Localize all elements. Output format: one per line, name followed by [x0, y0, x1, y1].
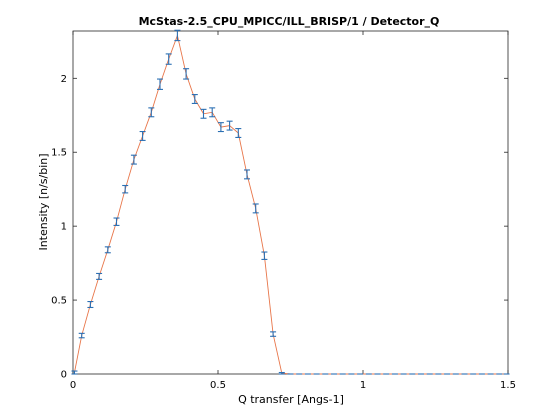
data-point	[113, 217, 120, 226]
y-tick-label: 0.5	[51, 296, 67, 307]
data-point	[191, 94, 198, 104]
y-tick-label: 0	[61, 370, 67, 381]
series-layer	[71, 29, 510, 375]
data-point	[252, 203, 259, 214]
data-point	[157, 78, 163, 90]
data-point	[244, 169, 250, 180]
y-axis-label: Intensity [n/s/bin]	[37, 153, 50, 250]
data-point	[130, 154, 137, 165]
y-tick-label: 2	[61, 74, 67, 85]
y-tick-label: 1.5	[51, 148, 67, 159]
x-axis-label: Q transfer [Angs-1]	[238, 393, 344, 406]
data-point	[78, 332, 85, 339]
data-point	[200, 108, 207, 119]
data-point	[270, 331, 277, 337]
data-point	[183, 68, 190, 80]
data-point	[87, 301, 94, 309]
data-point	[226, 120, 233, 131]
data-point	[209, 107, 216, 118]
data-point	[165, 53, 172, 65]
chart-title: McStas-2.5_CPU_MPICC/ILL_BRISP/1 / Detec…	[139, 15, 440, 28]
x-tick-label: 0.5	[210, 380, 226, 391]
data-point	[174, 29, 181, 42]
x-tick-label: 0	[70, 380, 76, 391]
data-point	[71, 370, 78, 375]
data-point	[148, 107, 155, 118]
x-tick-label: 1.5	[500, 380, 516, 391]
data-point	[122, 184, 129, 194]
data-point	[96, 272, 103, 280]
x-tick-label: 1	[360, 380, 366, 391]
data-point	[278, 371, 285, 375]
data-point	[261, 251, 268, 260]
data-point	[235, 128, 242, 138]
y-tick-label: 1	[61, 222, 67, 233]
data-point	[217, 122, 224, 133]
data-point	[139, 130, 146, 141]
data-point	[104, 246, 111, 254]
